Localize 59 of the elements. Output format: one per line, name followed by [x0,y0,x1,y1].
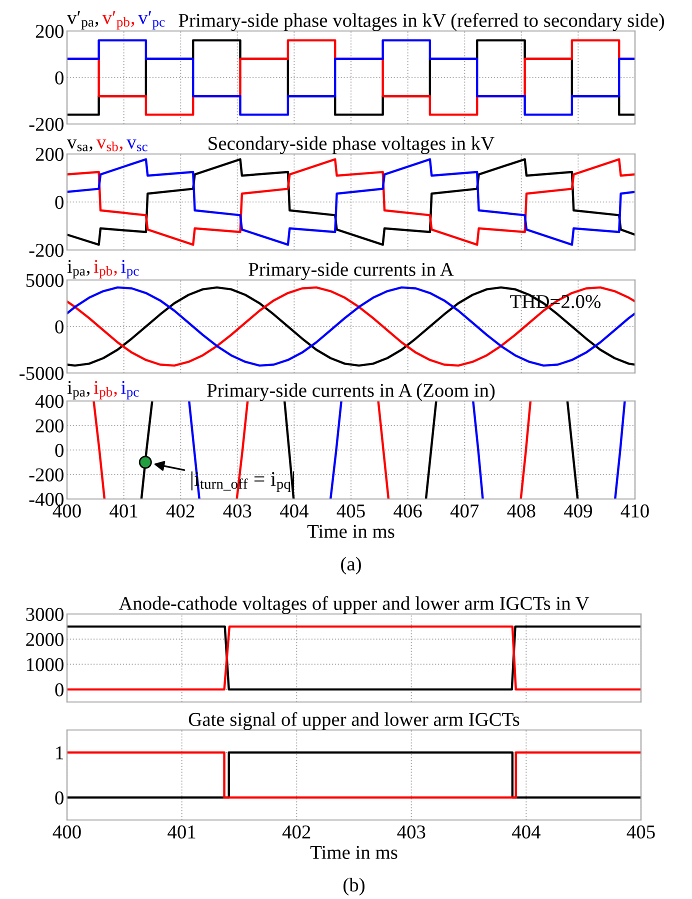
line-series [67,286,635,367]
x-tick-label: 401 [168,825,196,839]
y-tick-label: -200 [29,118,64,131]
chart-title: Primary-side currents in A (Zoom in) [207,383,495,401]
text: v′$_{pa}$, [67,11,98,30]
series-label: i$_{pc}$ [121,260,139,278]
chart-title: Primary-side phase voltages in kV (referred to secondary side) [178,13,664,31]
text: (a) [341,556,361,574]
text: i$_{pa}$, [67,380,90,400]
y-tick-label: 200 [36,419,64,432]
y-tick-label: 0 [55,683,64,696]
x-tick-label: 409 [564,504,592,518]
x-tick-label: 403 [223,504,252,518]
chart-title: Primary-side currents in A [248,262,454,280]
x-tick-label: 410 [620,504,649,518]
y-tick-label: 2000 [26,632,64,646]
x-tick-label: 405 [626,825,655,839]
x-tick-label: 407 [450,504,479,518]
x-tick-label: 408 [507,504,536,518]
series-label: v′$_{pc}$ [138,11,165,30]
chart-title: Anode-cathode voltages of upper and lower arm IGCTs in V [118,596,590,614]
x-tick-label: 404 [512,825,540,839]
x-tick-label: 401 [110,504,138,518]
x-tick-label: 404 [280,504,308,518]
x-tick-label: 403 [397,825,426,839]
y-tick-label: 0 [55,320,64,334]
x-tick-label: 405 [336,504,365,518]
y-tick-label: 0 [55,791,64,804]
x-axis-title: Time in ms [310,846,398,859]
y-tick-label: -5000 [20,366,64,380]
y-tick-label: 1000 [27,658,64,672]
y-tick-label: 5000 [26,274,64,287]
y-tick-label: 3000 [26,608,64,621]
line-series [67,158,635,246]
text: (b) [344,878,364,896]
chart-title: Gate signal of upper and lower arm IGCTs [188,712,520,730]
y-tick-label: -200 [29,244,64,257]
y-tick-label: -400 [29,492,64,506]
x-axis-title: Time in ms [307,524,394,538]
y-tick-label: 1 [56,746,64,760]
text: i$_{pa}$, [67,260,90,278]
y-tick-label: 200 [36,24,64,38]
y-tick-label: -200 [29,468,64,482]
series-label: v$_{sb}$, [96,140,122,152]
series-label: v$_{sc}$ [126,140,148,152]
y-tick-label: 400 [35,394,64,408]
y-tick-label: 0 [55,196,64,209]
series-label: i$_{pb}$, [94,260,117,278]
series-label: i$_{pb}$, [94,380,117,400]
y-tick-label: 0 [55,444,64,457]
text: v$_{sa}$, [67,140,92,152]
text: i$_{pc}$ [121,380,139,400]
y-tick-label: 200 [36,148,64,161]
chart-title: Secondary-side phase voltages in kV [208,136,494,154]
x-tick-label: 402 [166,504,194,518]
y-tick-label: 0 [55,71,64,84]
x-tick-label: 402 [282,825,310,839]
x-tick-label: 406 [394,504,422,518]
series-label: v′$_{pb}$, [102,11,134,30]
